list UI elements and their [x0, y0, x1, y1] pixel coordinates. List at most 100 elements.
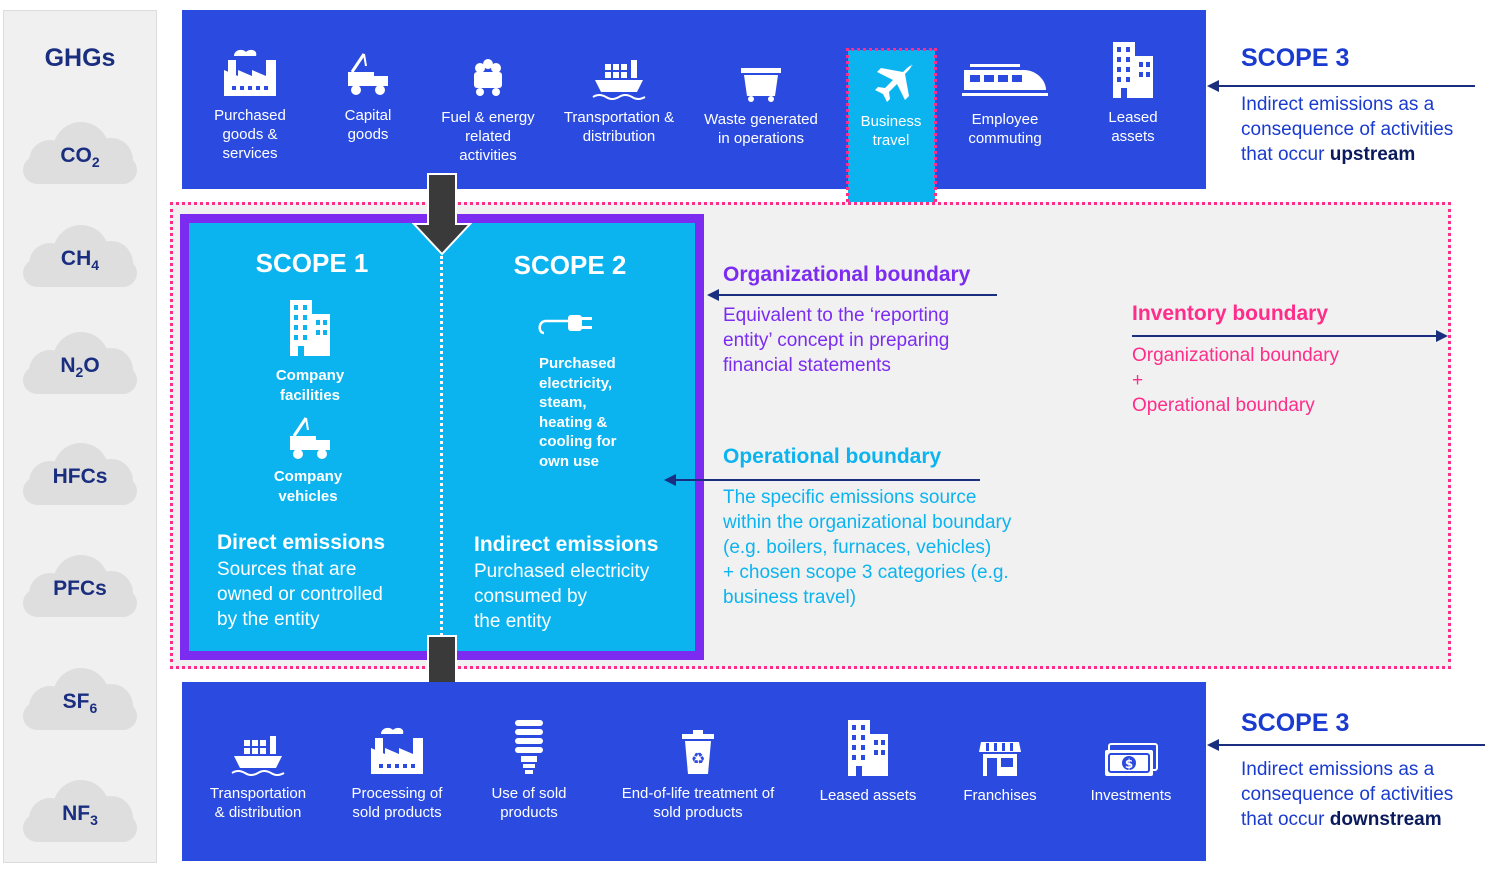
- scope3-category: ♻ End-of-life treatment of sold products: [608, 730, 788, 822]
- scope3-category: Purchased goods & services: [195, 40, 305, 163]
- scope2-heading: Indirect emissions: [474, 533, 659, 556]
- scope3-downstream-arrow-icon: [1207, 739, 1485, 751]
- building-icon: [290, 300, 330, 356]
- category-label: Use of sold products: [491, 785, 567, 821]
- storefront-icon: [948, 740, 1052, 782]
- scope3-upstream-text: Indirect emissions as a consequence of a…: [1241, 94, 1454, 165]
- scope3-category: Business travel: [848, 64, 934, 150]
- plug-icon: [538, 315, 592, 335]
- scope3-category: Waste generated in operations: [695, 66, 827, 148]
- category-label: Purchased goods & services: [214, 107, 286, 162]
- company-facilities-label: Company facilities: [275, 367, 345, 404]
- gas-label: NF3: [23, 802, 137, 828]
- op-boundary-text: The specific emissions source within the…: [723, 487, 1012, 608]
- category-label: Investments: [1090, 787, 1172, 804]
- scope-divider: [440, 256, 443, 636]
- gas-label: PFCs: [23, 577, 137, 601]
- category-label: Employee commuting: [968, 111, 1042, 147]
- scope3-category: Transportation & distribution: [198, 730, 318, 822]
- upstream-band: [182, 10, 1206, 189]
- category-label: End-of-life treatment of sold products: [621, 785, 775, 821]
- gas-subscript: 3: [90, 812, 98, 829]
- scope3-upstream-arrow-icon: [1207, 80, 1475, 92]
- scope3-category: Fuel & energy related activities: [430, 59, 546, 165]
- svg-text:$: $: [1125, 757, 1133, 771]
- factory-icon: [195, 40, 305, 102]
- gas-label: N2O: [23, 354, 137, 380]
- ghg-title: GHGs: [44, 44, 116, 72]
- bulb-icon: [480, 718, 578, 780]
- gas-formula: NF: [62, 802, 91, 825]
- scope3-category: Leased assets: [808, 718, 928, 805]
- scope3-category: Employee commuting: [950, 64, 1060, 148]
- category-label: Capital goods: [344, 107, 392, 143]
- building-icon: [1088, 42, 1178, 104]
- org-boundary-text: Equivalent to the ‘reporting entity’ con…: [723, 305, 950, 376]
- scope3-downstream-text: Indirect emissions as a consequence of a…: [1241, 759, 1454, 830]
- purchased-electricity-label: Purchased electricity, steam, heating & …: [539, 355, 617, 470]
- gas-subscript: 6: [89, 700, 98, 717]
- scope3-category: Processing of sold products: [338, 712, 456, 822]
- gas-subscript: 2: [91, 154, 100, 171]
- gas-label: CO2: [23, 144, 137, 170]
- truck-crane-icon: [290, 417, 330, 459]
- cargo-ship-icon: [198, 730, 318, 780]
- scope3-downstream-title: SCOPE 3: [1241, 709, 1350, 737]
- category-label: Business travel: [860, 113, 922, 149]
- scope3-category: Use of sold products: [480, 718, 578, 822]
- category-label: Leased assets: [1108, 109, 1158, 145]
- scope2-title: SCOPE 2: [513, 250, 627, 280]
- gas-label: SF6: [23, 690, 137, 716]
- train-icon: [950, 64, 1060, 106]
- inv-boundary-arrow-icon: [1132, 330, 1448, 342]
- scope2-text: Purchased electricity consumed by the en…: [474, 561, 650, 632]
- arrow-down-icon: [412, 173, 472, 256]
- gas-cloud: N2O: [23, 332, 137, 394]
- scope1-title: SCOPE 1: [255, 248, 369, 278]
- gas-cloud: HFCs: [23, 443, 137, 505]
- scope3-category: Capital goods: [318, 52, 418, 144]
- gas-formula: CO: [60, 144, 92, 167]
- category-label: Leased assets: [819, 787, 917, 804]
- inv-boundary-title: Inventory boundary: [1132, 302, 1329, 325]
- recycle-bin-icon: ♻: [608, 730, 788, 780]
- money-icon: $: [1078, 742, 1184, 782]
- category-label: Transportation & distribution: [209, 785, 307, 821]
- gas-cloud: CH4: [23, 225, 137, 287]
- scope1-heading: Direct emissions: [217, 531, 386, 554]
- scope3-category: Franchises: [948, 740, 1052, 805]
- factory-icon: [338, 712, 456, 780]
- scope3-category: Transportation & distribution: [556, 58, 682, 146]
- scope3-category: Leased assets: [1088, 42, 1178, 146]
- category-label: Franchises: [963, 787, 1037, 804]
- company-vehicles-label: Company vehicles: [273, 468, 343, 505]
- category-label: Transportation & distribution: [563, 109, 675, 145]
- airplane-icon: [848, 64, 934, 108]
- category-label: Fuel & energy related activities: [441, 109, 535, 164]
- gas-formula: N: [60, 354, 76, 377]
- dumpster-icon: [695, 66, 827, 106]
- scope3-upstream-title: SCOPE 3: [1241, 44, 1350, 72]
- gas-cloud: NF3: [23, 780, 137, 842]
- gas-cloud: PFCs: [23, 555, 137, 617]
- gas-formula-tail: O: [83, 354, 100, 377]
- org-boundary-title: Organizational boundary: [723, 263, 971, 286]
- op-boundary-arrow-icon: [664, 474, 980, 486]
- gas-subscript: 2: [75, 364, 84, 381]
- svg-text:♻: ♻: [691, 749, 705, 768]
- gas-formula: PFCs: [53, 577, 107, 600]
- coal-cart-icon: [430, 59, 546, 104]
- gas-formula: SF: [62, 690, 90, 713]
- gas-formula: HFCs: [52, 465, 108, 488]
- gas-subscript: 4: [91, 257, 100, 274]
- cargo-ship-icon: [556, 58, 682, 104]
- op-boundary-title: Operational boundary: [723, 445, 942, 468]
- category-label: Waste generated in operations: [704, 111, 818, 147]
- org-boundary-arrow-icon: [707, 289, 997, 301]
- category-label: Processing of sold products: [351, 785, 443, 821]
- gas-label: CH4: [23, 247, 137, 273]
- gas-cloud: CO2: [23, 122, 137, 184]
- scope1-text: Sources that are owned or controlled by …: [217, 559, 383, 630]
- scope3-category: $ Investments: [1078, 742, 1184, 805]
- gas-cloud: SF6: [23, 668, 137, 730]
